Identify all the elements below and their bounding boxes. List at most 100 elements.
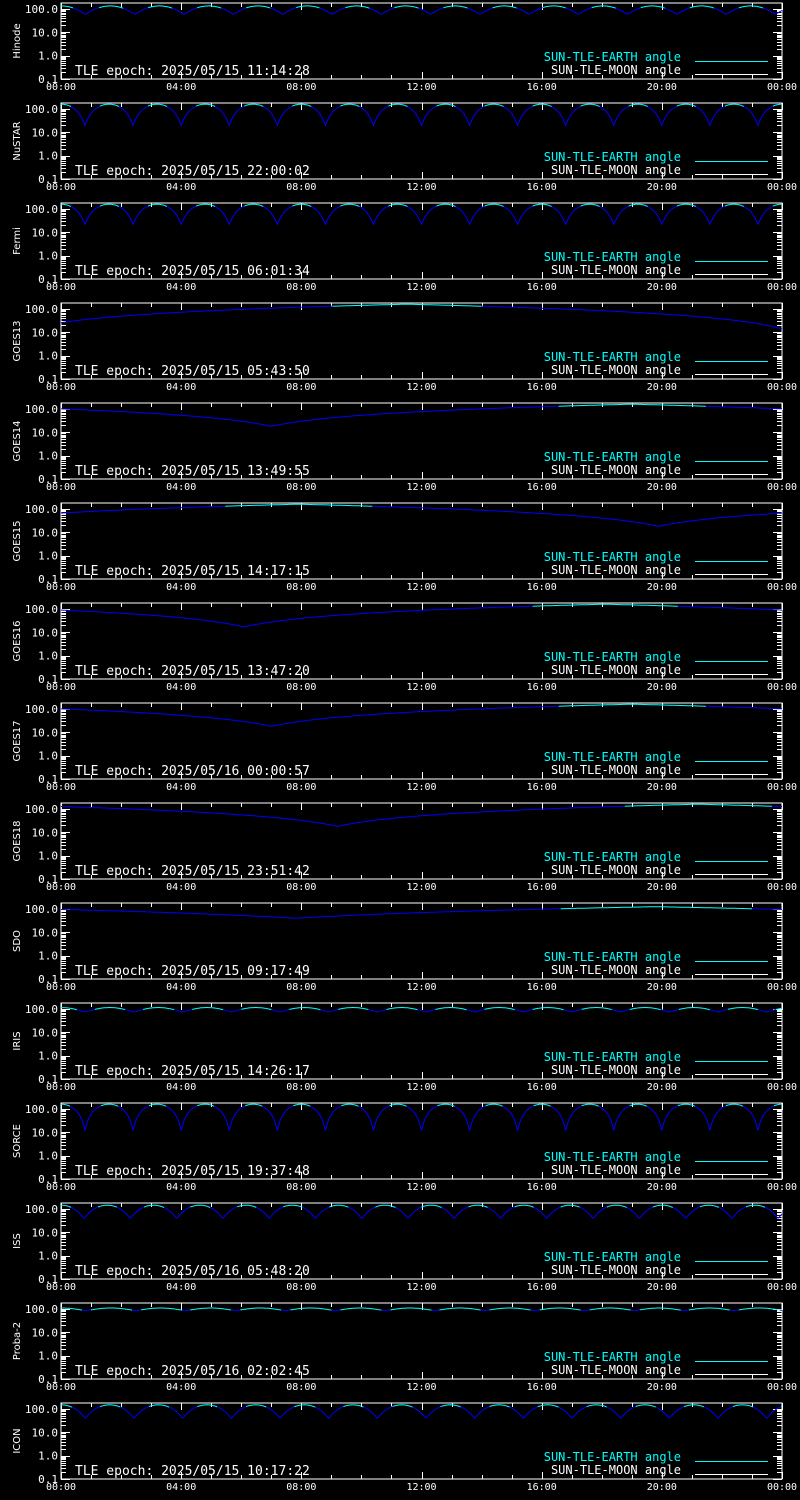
earth-angle-segment-high: [586, 1404, 607, 1408]
x-tick-label: 00:00: [767, 1482, 797, 1493]
plot-frame: [60, 702, 783, 780]
x-tick-label: 16:00: [527, 282, 557, 293]
earth-angle-segment-high: [580, 203, 600, 208]
y-tick-label: 10.0: [32, 1126, 59, 1139]
earth-angle-segment-low: [217, 1406, 247, 1419]
x-tick-label: 12:00: [406, 1082, 436, 1093]
earth-angle-segment-low: [611, 1009, 630, 1013]
earth-angle-segment-low: [270, 7, 297, 15]
x-tick-label: 20:00: [647, 1482, 677, 1493]
x-tick-label: 08:00: [286, 1082, 316, 1093]
x-tick-label: 12:00: [406, 982, 436, 993]
x-tick-label: 20:00: [647, 382, 677, 393]
panel-sorce: 100.010.01.00.100:00 04:00 08:00 12:00 16:00…: [12, 1102, 797, 1193]
earth-angle-segment-high: [676, 103, 697, 108]
x-tick-label: 20:00: [647, 82, 677, 93]
earth-angle-segment-low: [311, 105, 341, 127]
legend-label: SUN-TLE-EARTH angle: [544, 1150, 681, 1164]
earth-angle-segment-high: [699, 1204, 720, 1208]
earth-angle-segment-high: [197, 1404, 218, 1408]
earth-angle-segment-low: [752, 908, 783, 910]
earth-angle-segment-high: [61, 5, 74, 9]
earth-angle-segment-high: [245, 1103, 263, 1107]
y-tick-marks: [61, 1103, 783, 1180]
satellite-label: ICON: [12, 1428, 23, 1453]
earth-angle-segment-high: [738, 1307, 781, 1311]
earth-angle-segment-low: [116, 1206, 145, 1219]
y-tick-label: 10.0: [32, 226, 59, 239]
earth-angle-segment-low: [664, 7, 691, 15]
earth-angle-segment-high: [689, 5, 715, 9]
earth-angle-segment-low: [455, 105, 485, 127]
panel-goes16: 100.010.01.00.100:00 04:00 08:00 12:00 16:00…: [12, 602, 797, 693]
earth-angle-segment-low: [454, 1105, 486, 1131]
x-tick-label: 20:00: [647, 982, 677, 993]
legend-label: SUN-TLE-MOON angle: [551, 763, 681, 777]
earth-angle-segment-low: [743, 205, 774, 226]
x-tick-label: 00:00: [46, 1182, 76, 1193]
panel-goes17: 100.010.01.00.100:00 04:00 08:00 12:00 16:00…: [12, 702, 797, 793]
panel-proba-2: 100.010.01.00.100:00 04:00 08:00 12:00 16:00…: [12, 1302, 797, 1393]
earth-angle-segment-high: [683, 1404, 705, 1408]
tle-epoch-label: TLE epoch: 2025/05/15 19:37:48: [75, 1164, 310, 1179]
earth-angle-segment-high: [340, 1307, 382, 1311]
earth-angle-segment-high: [294, 1404, 316, 1408]
x-tick-label: 08:00: [286, 482, 316, 493]
legend-label: SUN-TLE-EARTH angle: [544, 550, 681, 564]
x-tick-label: 00:00: [767, 382, 797, 393]
earth-angle-segment-high: [724, 103, 745, 108]
earth-angle-segment-low: [168, 1406, 198, 1419]
x-tick-label: 08:00: [286, 982, 316, 993]
earth-angle-segment-low: [70, 1206, 99, 1219]
earth-angle-segment-high: [332, 303, 482, 307]
sun-tle-earth-series: [61, 203, 782, 226]
earth-angle-segment-high: [484, 203, 504, 208]
earth-angle-segment-low: [61, 405, 559, 427]
earth-angle-segment-high: [196, 203, 216, 208]
earth-angle-segment-low: [550, 1105, 582, 1131]
panel-sdo: 100.010.01.00.100:00 04:00 08:00 12:00 16:00…: [12, 902, 797, 993]
earth-angle-segment-low: [310, 1105, 342, 1131]
earth-angle-segment-high: [773, 1103, 782, 1107]
earth-angle-segment-low: [163, 1206, 191, 1219]
earth-angle-segment-high: [514, 1204, 534, 1208]
legend-label: SUN-TLE-MOON angle: [551, 1463, 681, 1477]
earth-angle-segment-low: [606, 1406, 636, 1419]
earth-angle-segment-high: [628, 203, 649, 208]
earth-angle-segment-low: [598, 1105, 631, 1131]
y-tick-label: 1.0: [38, 1250, 58, 1263]
legend-label: SUN-TLE-EARTH angle: [544, 750, 681, 764]
x-tick-label: 12:00: [406, 1282, 436, 1293]
y-tick-marks: [61, 803, 783, 880]
earth-angle-segment-low: [214, 105, 245, 127]
earth-angle-segment-low: [315, 1406, 344, 1419]
earth-angle-segment-high: [100, 1103, 119, 1107]
x-tick-label: 20:00: [647, 282, 677, 293]
satellite-label: IRIS: [12, 1031, 23, 1050]
earth-angle-segment-low: [551, 205, 581, 226]
x-tick-label: 00:00: [767, 1082, 797, 1093]
x-tick-label: 04:00: [166, 1382, 196, 1393]
earth-angle-segment-high: [606, 1204, 628, 1209]
tle-epoch-label: TLE epoch: 2025/05/15 10:17:22: [75, 1464, 310, 1479]
earth-angle-segment-low: [646, 1105, 679, 1131]
earth-angle-segment-high: [392, 1404, 413, 1408]
x-tick-label: 08:00: [286, 782, 316, 793]
earth-angle-segment-low: [369, 7, 395, 15]
earth-angle-segment-high: [192, 1007, 224, 1011]
earth-angle-segment-low: [729, 1309, 739, 1312]
x-tick-label: 04:00: [166, 182, 196, 193]
earth-angle-segment-low: [718, 1206, 747, 1219]
earth-angle-segment-high: [240, 1307, 282, 1311]
earth-angle-segment-high: [439, 1307, 481, 1311]
earth-angle-segment-low: [580, 1309, 590, 1312]
earth-angle-segment-high: [345, 5, 370, 9]
earth-angle-segment-low: [503, 205, 533, 226]
earth-angle-segment-low: [320, 1008, 339, 1013]
x-tick-label: 16:00: [527, 1482, 557, 1493]
plot-frame: [60, 1102, 783, 1180]
earth-angle-segment-high: [61, 203, 72, 208]
